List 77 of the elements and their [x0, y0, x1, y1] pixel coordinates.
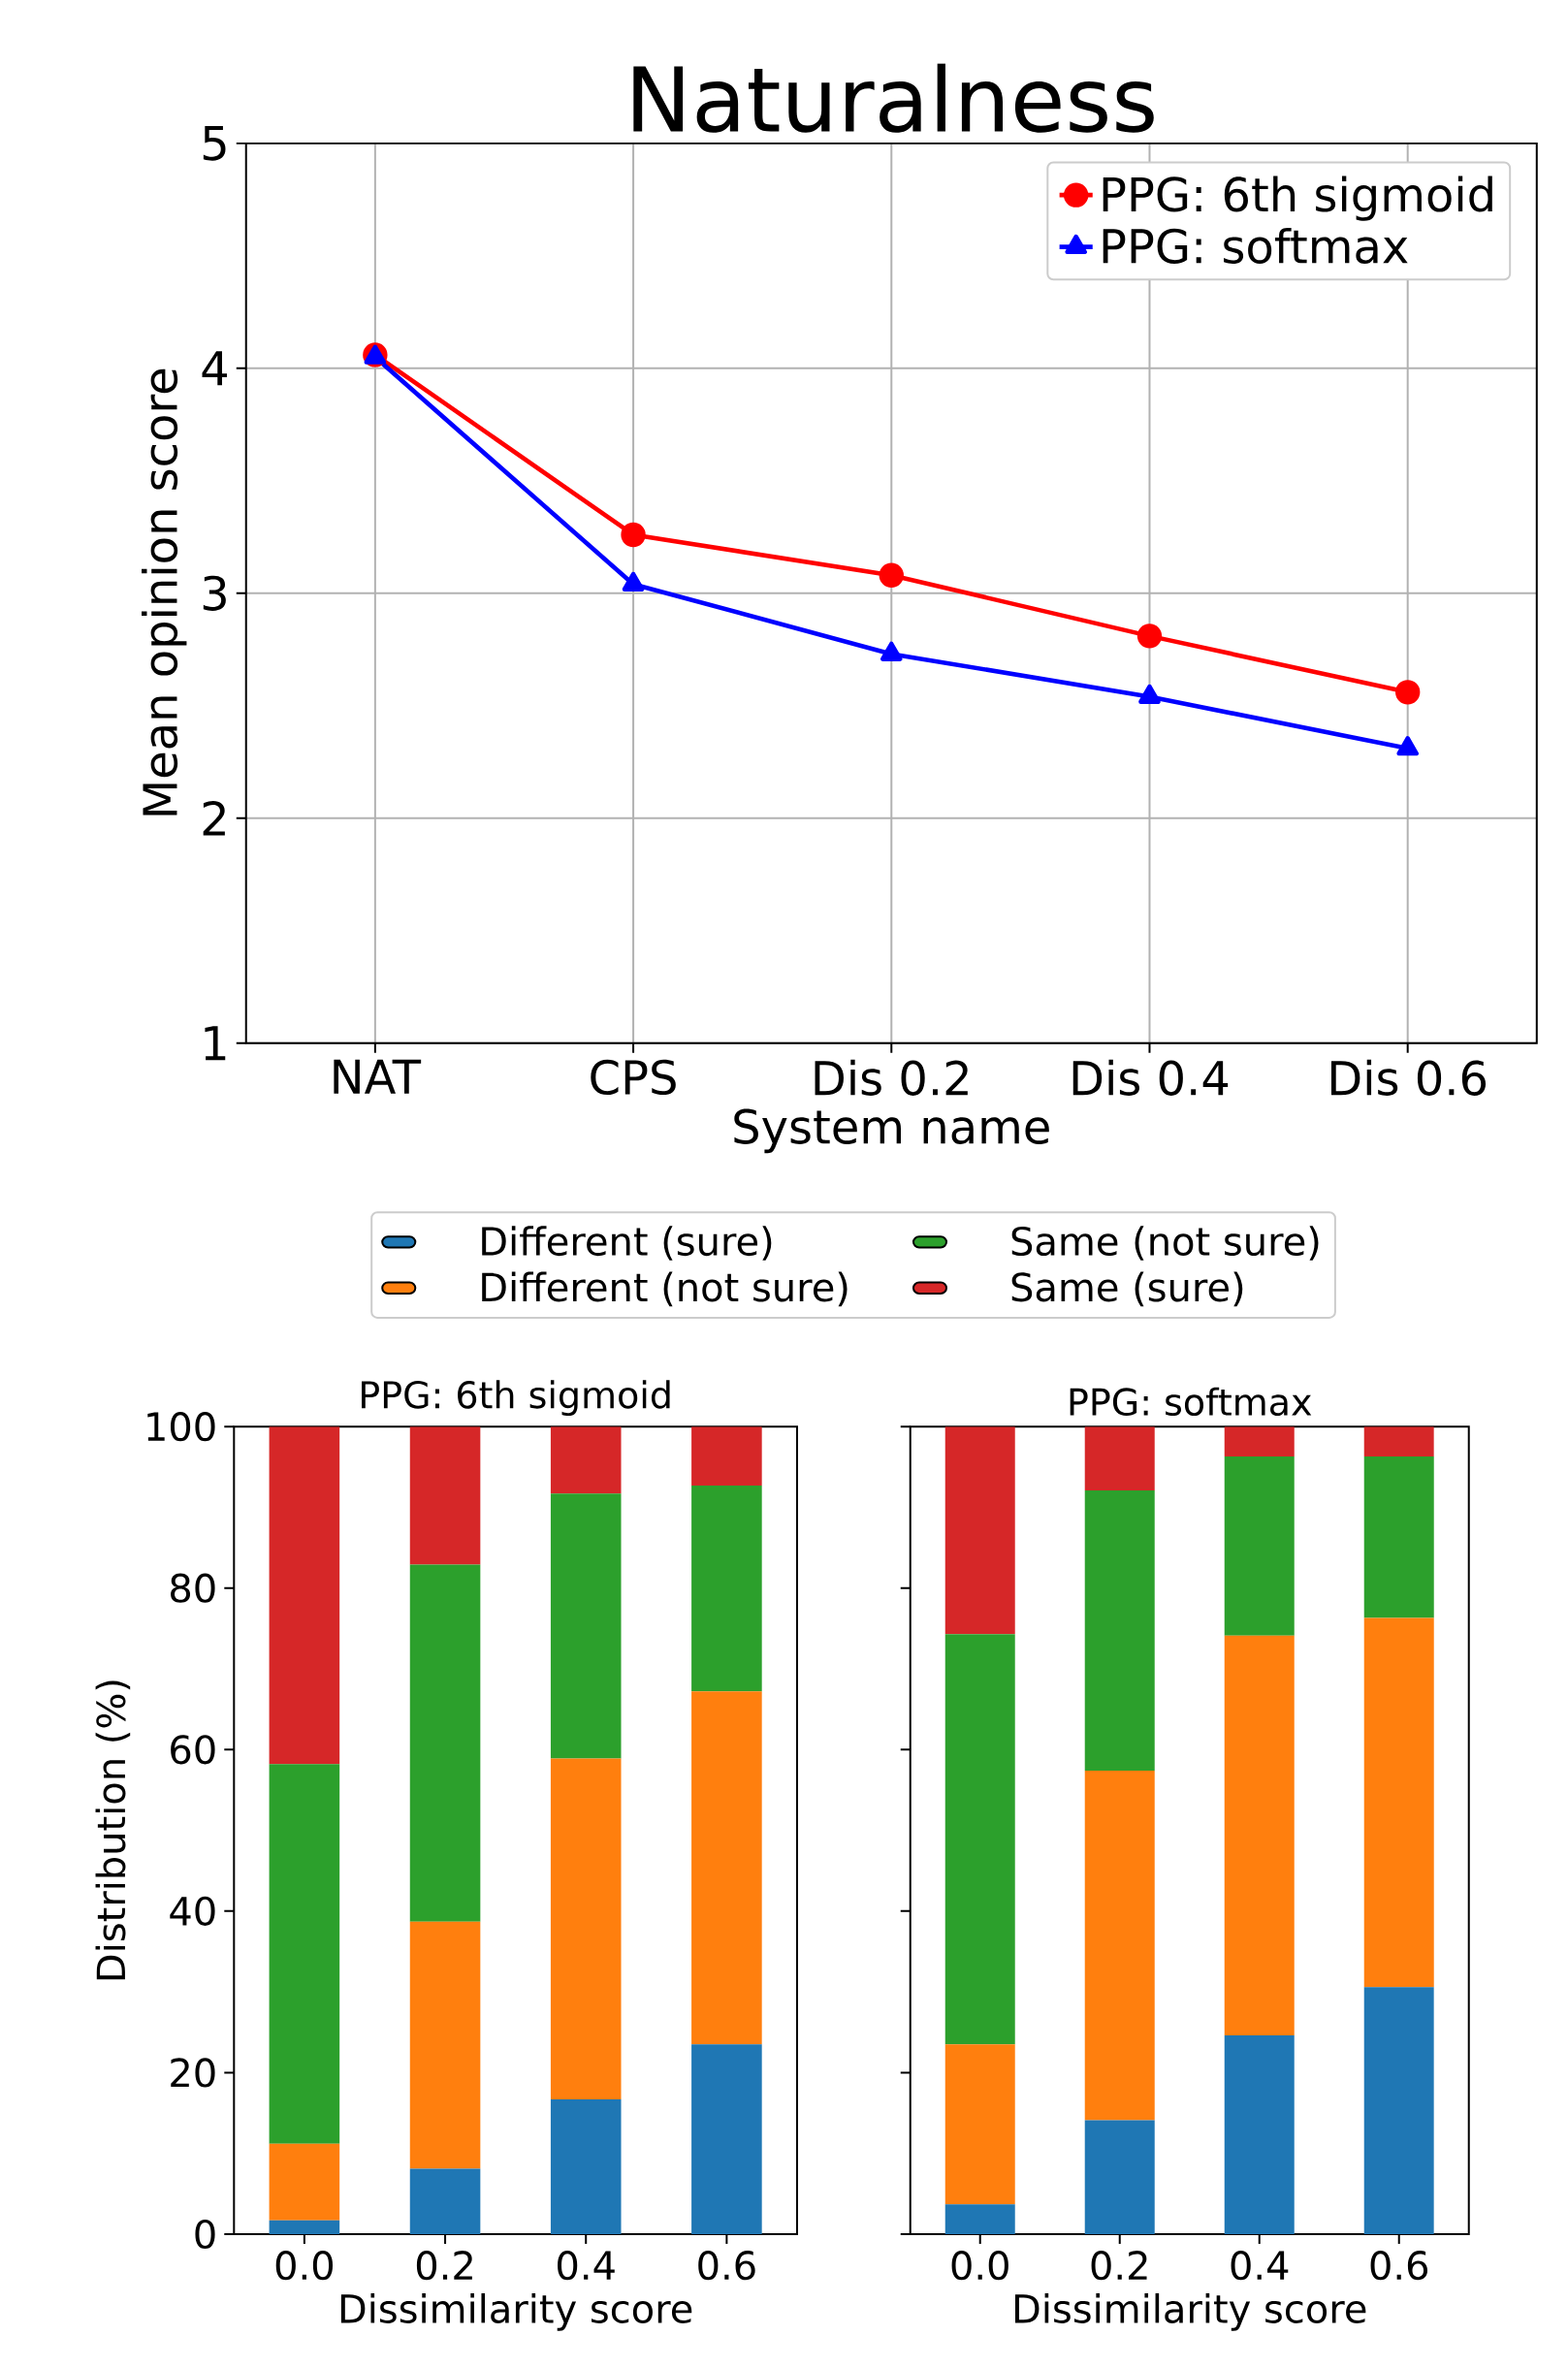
chart-title: PPG: 6th sigmoid [361, 1380, 670, 1417]
point [880, 641, 903, 661]
x-tick-label: 0.0 [275, 2251, 333, 2281]
y-tick-label: 60 [170, 1735, 215, 1765]
chart-title: Naturalness [633, 63, 1154, 133]
y-tick-label: 40 [170, 1896, 215, 1926]
x-axis-title: Dissimilarity score [1014, 2293, 1366, 2331]
x-tick-label: 0.4 [1231, 2251, 1289, 2281]
x-tick-label: 0.0 [951, 2251, 1008, 2281]
y-tick-label: 20 [171, 2058, 215, 2088]
x-tick-label: Dis 0.2 [815, 1059, 968, 1096]
y-tick-label: 100 [147, 1412, 215, 1442]
bar [1224, 1426, 1295, 1456]
bar [944, 1426, 1015, 1635]
bar [1363, 1987, 1434, 2234]
x-tick-label: 0.2 [1091, 2251, 1147, 2281]
bar [269, 1764, 339, 2144]
point [1136, 624, 1162, 649]
bar [1363, 1426, 1434, 1456]
x-tick-label: 0.2 [416, 2251, 472, 2281]
x-tick-label: 0.6 [1370, 2251, 1427, 2281]
y-tick-label: 2 [203, 800, 225, 836]
y-tick-label: 80 [170, 1573, 215, 1603]
x-tick-label: Dis 0.6 [1330, 1059, 1486, 1096]
legend-label: Different (sure) [481, 1226, 772, 1261]
chart-title: PPG: softmax [1070, 1387, 1312, 1417]
bar [1363, 1617, 1434, 1988]
bar [409, 1921, 481, 2169]
legend-label: PPG: softmax [1103, 227, 1408, 265]
bar [550, 1758, 622, 2099]
bar [409, 1564, 481, 1922]
bar [1084, 1426, 1155, 1490]
bar [409, 1426, 481, 1565]
x-axis-title: Dissimilarity score [340, 2293, 692, 2331]
bar [690, 1485, 762, 1692]
legend-label: Same (not sure) [1011, 1226, 1319, 1261]
bar [690, 2044, 762, 2234]
x-tick-label: NAT [334, 1059, 421, 1094]
bar [690, 1426, 762, 1486]
bar [550, 2098, 622, 2234]
point [1396, 736, 1419, 756]
x-tick-label: 0.6 [697, 2251, 755, 2281]
bar [1224, 1455, 1295, 1636]
legend-label: Different (not sure) [481, 1271, 848, 1307]
bar [269, 2220, 339, 2234]
point [879, 562, 904, 588]
bar [944, 1634, 1015, 2045]
bar [550, 1493, 622, 1759]
y-tick-label: 1 [205, 1026, 226, 1061]
x-axis-title: System name [734, 1108, 1049, 1154]
bar [690, 1691, 762, 2045]
bar [1224, 1635, 1295, 2036]
point [1137, 684, 1161, 704]
y-tick-label: 3 [203, 575, 226, 611]
x-tick-label: CPS [591, 1059, 676, 1096]
legend-label: Same (sure) [1011, 1271, 1243, 1307]
bar [1084, 1489, 1155, 1771]
bar [1363, 1455, 1434, 1618]
y-axis-title: Mean opinion score [141, 368, 187, 816]
bar [944, 2204, 1015, 2234]
y-axis-title: Distribution (%) [95, 1680, 130, 1980]
y-tick-label: 0 [195, 2219, 215, 2250]
legend-label: PPG: 6th sigmoid [1103, 176, 1492, 221]
bar [550, 1426, 622, 1494]
bar [1224, 2035, 1295, 2234]
bar [409, 2168, 481, 2234]
point [622, 571, 645, 592]
point [621, 522, 646, 548]
bar [944, 2044, 1015, 2205]
x-tick-label: 0.4 [557, 2251, 615, 2281]
y-tick-label: 5 [203, 126, 226, 161]
bar [269, 2143, 339, 2221]
bar [269, 1426, 339, 1765]
bar [1084, 2120, 1155, 2234]
y-tick-label: 4 [202, 351, 227, 386]
x-tick-label: Dis 0.4 [1072, 1059, 1228, 1096]
bar [1084, 1770, 1155, 2121]
